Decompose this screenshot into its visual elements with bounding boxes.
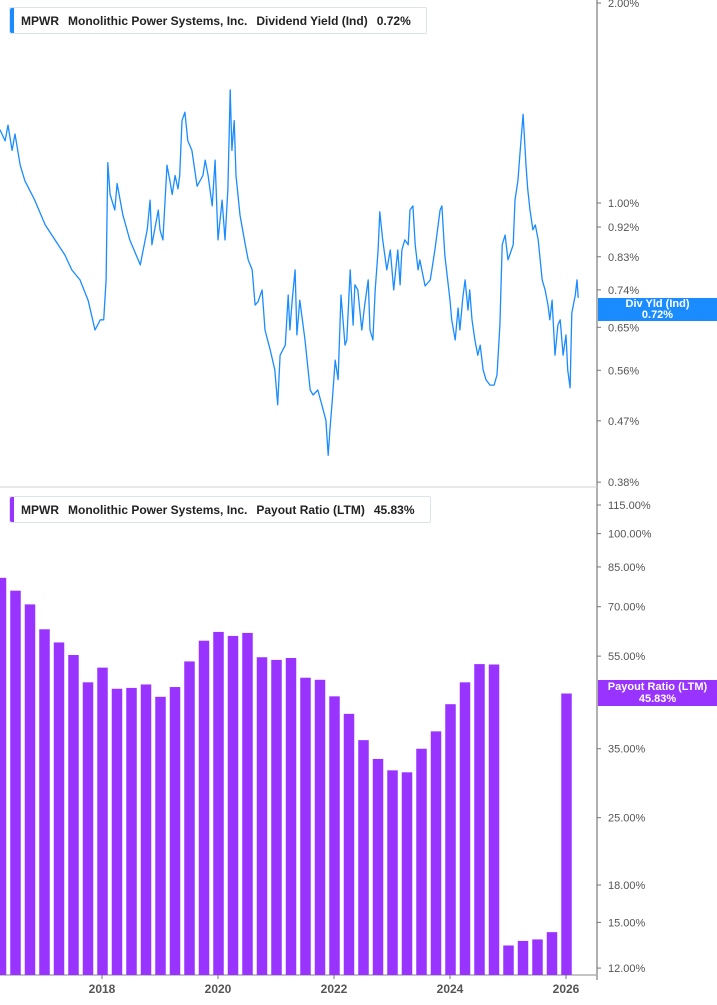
dividend-yield-line (0, 89, 579, 456)
bottom-y-tick-label: 70.00% (608, 602, 646, 614)
payout-bar (561, 693, 572, 975)
bottom-y-tick-label: 115.00% (608, 500, 651, 512)
payout-bar (184, 661, 195, 975)
payout-bar (68, 655, 79, 975)
payout-bar (314, 679, 326, 975)
tag-label: Payout Ratio (LTM) (607, 681, 708, 693)
payout-bar (24, 604, 36, 975)
top-y-tick-label: 2.00% (608, 0, 639, 10)
tag-value: 45.83% (638, 693, 677, 705)
x-tick-label: 2018 (89, 982, 116, 996)
payout-bar (213, 631, 224, 975)
payout-bar (271, 659, 282, 975)
payout-bar (532, 939, 543, 975)
bottom-y-tick-label: 12.00% (608, 963, 646, 975)
payout-bar (10, 590, 21, 975)
top-y-tick-label: 0.47% (608, 416, 639, 428)
legend-company: Monolithic Power Systems, Inc. (68, 13, 248, 28)
tag-value: 0.72% (641, 308, 674, 321)
payout-bar (474, 664, 485, 975)
payout-bar (169, 687, 181, 975)
legend-value: 45.83% (373, 502, 415, 517)
payout-bar (387, 770, 398, 975)
bottom-y-tick-label: 15.00% (608, 917, 646, 929)
payout-bar (227, 635, 239, 975)
legend-company: Monolithic Power Systems, Inc. (68, 502, 248, 517)
payout-bar (401, 772, 413, 975)
current-payout-tag: Payout Ratio (LTM) 45.83% (598, 680, 717, 706)
payout-bar (546, 932, 558, 975)
payout-bar (517, 940, 529, 975)
payout-bar (459, 682, 471, 975)
payout-bar (198, 640, 210, 975)
payout-bar (329, 696, 340, 975)
payout-bar (0, 577, 7, 975)
payout-bar (155, 696, 166, 975)
top-y-tick-label: 0.65% (608, 322, 639, 334)
top-y-tick-label: 0.74% (608, 285, 639, 297)
x-tick-label: 2022 (321, 982, 348, 996)
tag-label: Div Yld (Ind) (625, 297, 690, 310)
payout-bar (140, 684, 152, 975)
top-y-tick-label: 0.92% (608, 222, 639, 234)
payout-bar (39, 629, 50, 975)
payout-bar (126, 687, 137, 975)
bottom-y-tick-label: 100.00% (608, 529, 652, 541)
payout-bar (82, 682, 94, 975)
legend-metric: Dividend Yield (Ind) (256, 13, 368, 28)
legend-ticker: MPWR (21, 502, 59, 517)
payout-bar (285, 658, 297, 975)
current-yield-tag: Div Yld (Ind) 0.72% (598, 298, 717, 321)
payout-bar (343, 713, 355, 975)
x-tick-label: 2020 (205, 982, 232, 996)
legend-color-swatch (10, 497, 14, 522)
bottom-legend: MPWR Monolithic Power Systems, Inc. Payo… (9, 496, 431, 523)
top-y-tick-label: 0.38% (608, 477, 639, 489)
top-y-tick-label: 0.56% (608, 365, 639, 377)
payout-bar (372, 758, 384, 975)
legend-ticker: MPWR (21, 13, 59, 28)
payout-bar (358, 740, 369, 975)
payout-bar (503, 945, 514, 975)
bottom-y-tick-label: 85.00% (608, 562, 646, 574)
payout-bar (242, 632, 253, 975)
payout-bar (488, 664, 500, 975)
payout-bar (53, 642, 65, 975)
top-y-tick-label: 0.83% (608, 252, 639, 264)
payout-bar (300, 677, 311, 975)
bottom-y-tick-label: 35.00% (608, 744, 646, 756)
payout-bar (111, 688, 123, 975)
top-legend: MPWR Monolithic Power Systems, Inc. Divi… (9, 7, 427, 34)
bottom-y-tick-label: 25.00% (608, 813, 646, 825)
payout-bar (430, 731, 442, 975)
legend-metric: Payout Ratio (LTM) (256, 502, 365, 517)
legend-value: 0.72% (376, 13, 411, 28)
x-tick-label: 2024 (437, 982, 464, 996)
bottom-y-tick-label: 55.00% (608, 651, 646, 663)
payout-bar (416, 748, 427, 975)
legend-color-swatch (10, 8, 14, 33)
payout-bar (445, 704, 456, 975)
bottom-y-tick-label: 18.00% (608, 880, 646, 892)
payout-bar (256, 657, 268, 975)
payout-bar (97, 667, 108, 975)
x-tick-label: 2026 (553, 982, 580, 996)
top-y-tick-label: 1.00% (608, 198, 639, 210)
